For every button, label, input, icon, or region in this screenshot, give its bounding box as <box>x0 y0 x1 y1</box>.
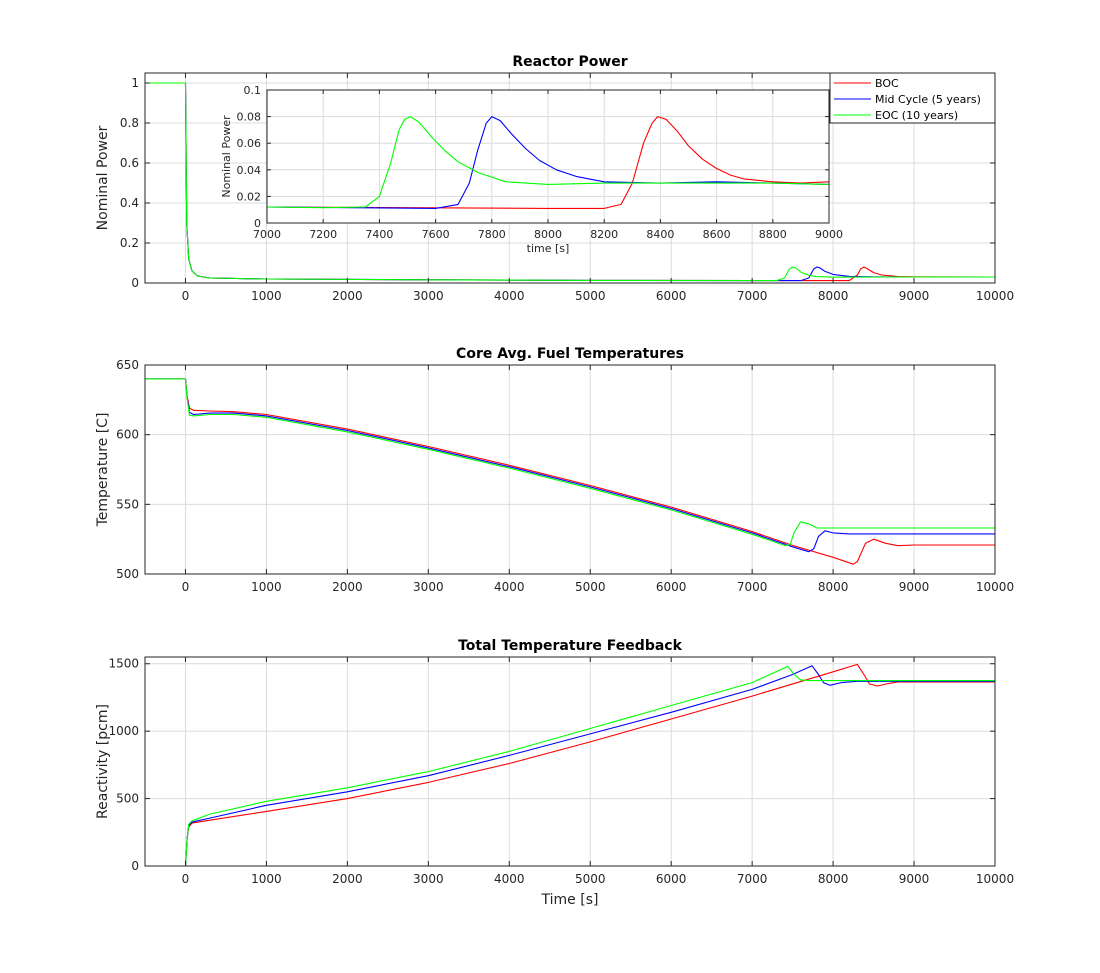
chart-2: 0 1000 2000 3000 4000 5000 6000 7000 8000 9000 100… <box>95 638 1014 908</box>
series-line-mid <box>145 665 995 866</box>
x-tick-label: 9000 <box>815 228 843 241</box>
x-tick-label: 8800 <box>759 228 787 241</box>
x-tick-label: 10000 <box>976 872 1014 886</box>
x-tick-label: 7000 <box>737 872 768 886</box>
x-axis-label: time [s] <box>527 242 570 255</box>
axes-box <box>144 72 996 284</box>
x-tick-label: 8000 <box>534 228 562 241</box>
x-tick-label: 9000 <box>899 289 930 303</box>
x-tick-label: 4000 <box>494 872 525 886</box>
x-tick-label: 10000 <box>976 289 1014 303</box>
series-line-boc <box>145 663 995 866</box>
x-tick-label: 6000 <box>656 580 687 594</box>
y-tick-label: 1 <box>131 76 139 90</box>
x-tick-label: 2000 <box>332 872 363 886</box>
chart-title: Reactor Power <box>512 54 627 70</box>
x-tick-label: 7400 <box>365 228 393 241</box>
y-tick-label: 1500 <box>108 657 139 671</box>
x-tick-label: 3000 <box>413 872 444 886</box>
axes-box <box>144 364 996 575</box>
series-line-eoc <box>267 116 829 209</box>
y-axis-label: Nominal Power <box>220 115 233 198</box>
y-axis-label: Nominal Power <box>95 125 111 230</box>
chart-3: 7000 7200 7400 7600 7800 8000 8200 8400 8600 8800… <box>220 84 843 255</box>
x-tick-label: 1000 <box>251 289 282 303</box>
y-tick-label: 500 <box>116 792 139 806</box>
plot-area <box>145 657 995 866</box>
series-line-boc <box>145 378 995 565</box>
x-tick-label: 8000 <box>818 580 849 594</box>
legend: BOC Mid Cycle (5 years) EOC (10 years) <box>829 72 996 124</box>
x-tick-label: 8200 <box>590 228 618 241</box>
series-line-mid <box>145 378 995 553</box>
series-line-boc <box>267 116 829 209</box>
x-tick-label: 10000 <box>976 580 1014 594</box>
x-tick-label: 8000 <box>818 289 849 303</box>
y-tick-label: 550 <box>116 497 139 511</box>
chart-title: Core Avg. Fuel Temperatures <box>456 346 684 362</box>
x-tick-label: 0 <box>182 872 190 886</box>
y-tick-label: 0 <box>131 276 139 290</box>
chart-1: 0 1000 2000 3000 4000 5000 6000 7000 8000 9000 100… <box>95 346 1014 594</box>
x-tick-label: 2000 <box>332 289 363 303</box>
x-tick-label: 4000 <box>494 580 525 594</box>
x-tick-label: 7000 <box>737 580 768 594</box>
x-tick-label: 8600 <box>703 228 731 241</box>
x-tick-label: 9000 <box>899 580 930 594</box>
x-tick-label: 5000 <box>575 872 606 886</box>
x-tick-label: 7000 <box>253 228 281 241</box>
x-tick-label: 8000 <box>818 872 849 886</box>
y-tick-label: 0.04 <box>237 164 262 177</box>
y-tick-label: 500 <box>116 567 139 581</box>
x-tick-label: 4000 <box>494 289 525 303</box>
x-tick-label: 3000 <box>413 289 444 303</box>
series-line-eoc <box>145 665 995 866</box>
y-tick-label: 0.08 <box>237 111 262 124</box>
axes-box <box>144 656 996 867</box>
x-tick-label: 7600 <box>422 228 450 241</box>
x-tick-label: 9000 <box>899 872 930 886</box>
x-tick-label: 0 <box>182 580 190 594</box>
x-tick-label: 0 <box>182 289 190 303</box>
x-tick-label: 7200 <box>309 228 337 241</box>
x-tick-label: 6000 <box>656 872 687 886</box>
y-tick-label: 0.6 <box>120 156 139 170</box>
x-tick-label: 6000 <box>656 289 687 303</box>
y-tick-label: 600 <box>116 428 139 442</box>
y-axis-label: Reactivity [pcm] <box>95 704 111 819</box>
y-tick-label: 0.4 <box>120 196 139 210</box>
x-tick-label: 3000 <box>413 580 444 594</box>
x-tick-label: 5000 <box>575 580 606 594</box>
y-tick-label: 0.8 <box>120 116 139 130</box>
y-tick-label: 0.2 <box>120 236 139 250</box>
y-tick-label: 0.02 <box>237 190 262 203</box>
series-line-eoc <box>145 378 995 546</box>
x-tick-label: 7000 <box>737 289 768 303</box>
x-tick-label: 7800 <box>478 228 506 241</box>
legend-entry: EOC (10 years) <box>875 109 958 122</box>
x-tick-label: 1000 <box>251 580 282 594</box>
y-tick-label: 0.06 <box>237 137 262 150</box>
y-tick-label: 0 <box>254 217 261 230</box>
legend-entry: BOC <box>875 77 899 90</box>
x-tick-label: 8400 <box>646 228 674 241</box>
plot-area <box>145 365 995 574</box>
y-tick-label: 1000 <box>108 724 139 738</box>
x-axis-label: Time [s] <box>541 892 599 908</box>
x-tick-label: 2000 <box>332 580 363 594</box>
y-axis-label: Temperature [C] <box>95 413 111 528</box>
y-tick-label: 0.1 <box>244 84 262 97</box>
x-tick-label: 1000 <box>251 872 282 886</box>
y-tick-label: 0 <box>131 859 139 873</box>
y-tick-label: 650 <box>116 358 139 372</box>
x-tick-label: 5000 <box>575 289 606 303</box>
series-line-eoc <box>145 82 995 282</box>
chart-title: Total Temperature Feedback <box>458 638 682 654</box>
legend-entry: Mid Cycle (5 years) <box>875 93 981 106</box>
